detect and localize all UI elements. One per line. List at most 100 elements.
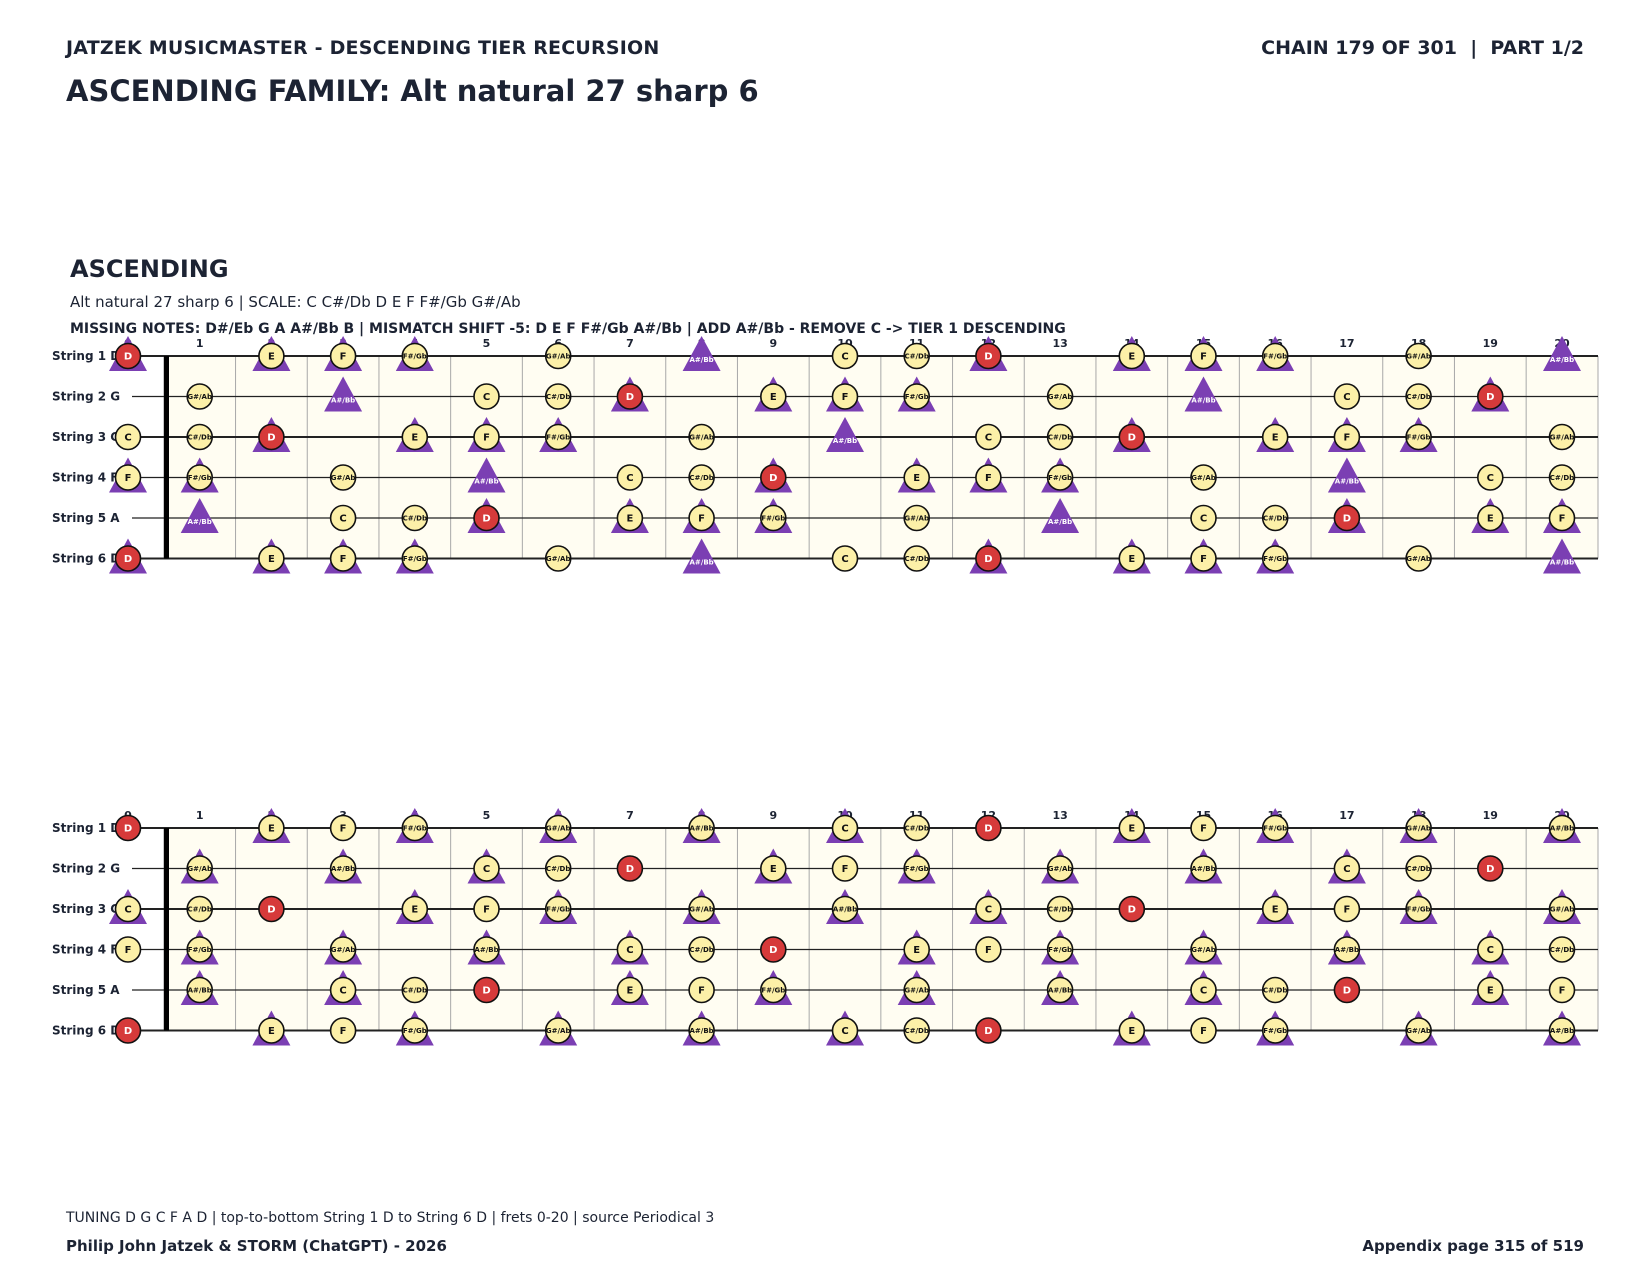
note-label: F [1200,824,1207,835]
note-marker: F [467,417,506,452]
scale-note-circle [329,504,357,532]
note-label: C [339,986,346,997]
note-label: G#/Ab [1048,865,1073,873]
note-marker: G#/Ab [1190,464,1217,491]
scale-note-circle [616,976,644,1004]
note-label: G#/Ab [546,555,571,563]
note-label: A#/Bb [1048,987,1072,995]
note-label: F#/Gb [1407,434,1431,442]
note-label: E [1128,824,1135,835]
note-marker: C [975,423,1002,451]
scale-note-circle [1477,936,1504,963]
scale-note-circle [329,936,357,963]
note-marker: F#/Gb [754,498,793,533]
string-label: String 6 D [52,552,120,566]
note-marker: E [252,538,291,574]
note-marker: F [1184,336,1223,371]
scale-note-circle [1548,464,1576,491]
note-label: C#/Db [905,353,929,361]
note-marker: C [969,889,1008,924]
note-marker: A#/Bb [682,538,721,574]
scale-note-circle [903,936,931,963]
note-marker: G#/Ab [1399,808,1438,843]
note-label: G#/Ab [1550,434,1575,442]
scale-note-circle [114,464,142,491]
note-label: C [626,945,633,956]
note-marker: D [759,936,787,963]
fretboard-diagram-2: String 1 D String 2 G String 3 C String 4 F… [52,808,1599,1046]
scale-note-circle [401,814,429,842]
scale-note-circle [401,423,429,451]
scale-note-circle [831,342,859,370]
interval-triangle [467,457,506,493]
scale-note-circle [616,936,644,963]
root-note-circle [1118,895,1146,923]
note-label: D [1128,433,1136,444]
scale-note-circle [544,855,572,882]
note-marker: A#/Bb [1327,929,1366,965]
note-label: G#/Ab [331,946,356,954]
note-marker: C#/Db [1261,504,1289,532]
note-label: C [124,433,131,444]
fret-number: 19 [1483,337,1498,350]
section-title: ASCENDING [70,255,229,283]
note-marker: F [682,498,721,533]
scale-note-circle [688,936,715,963]
note-label: G#/Ab [1191,474,1216,482]
scale-note-circle [258,545,285,572]
note-marker: F#/Gb [180,929,219,965]
note-marker: D [616,855,644,882]
header-right: CHAIN 179 OF 301 | PART 1/2 [1261,37,1584,59]
note-marker: G#/Ab [1548,423,1576,451]
note-label: G#/Ab [689,906,714,914]
note-marker: E [1112,336,1151,371]
note-label: D [626,392,634,403]
note-label: F [125,473,132,484]
fret-number: 1 [196,809,204,822]
note-label: F#/Gb [403,825,427,833]
note-marker: D [969,336,1008,371]
note-label: F#/Gb [546,434,570,442]
note-label: D [984,824,992,835]
scale-note-circle [1405,545,1432,572]
scale-note-circle [401,976,429,1004]
note-marker: E [754,376,793,412]
note-marker: F#/Gb [1399,889,1438,924]
note-label: E [913,945,920,956]
scale-note-circle [1333,855,1361,882]
note-marker: F#/Gb [1256,1010,1295,1046]
note-marker: E [395,417,434,452]
note-marker: D [467,498,506,533]
note-label: C [1200,986,1207,997]
note-label: F [340,824,347,835]
note-label: E [626,986,633,997]
note-label: A#/Bb [1048,518,1072,526]
root-note-circle [114,342,142,370]
note-marker: F [329,1017,357,1044]
scale-note-circle [473,895,500,923]
footer-page-number: Appendix page 315 of 519 [1362,1237,1584,1255]
note-label: F#/Gb [905,865,929,873]
note-label: A#/Bb [1550,356,1574,364]
note-marker: C#/Db [544,383,572,410]
scale-note-circle [186,423,213,451]
note-label: C [339,514,346,525]
note-marker: A#/Bb [826,417,864,452]
note-marker: C#/Db [1405,855,1432,882]
note-label: A#/Bb [1335,478,1359,486]
scale-note-circle [329,464,357,491]
scale-note-circle [1333,423,1361,451]
note-label: G#/Ab [1406,1027,1431,1035]
note-marker: E [754,848,793,884]
note-label: F [340,1026,347,1037]
scale-note-circle [1190,545,1217,572]
scale-note-circle [114,895,142,923]
scale-note-circle [258,814,285,842]
header-left: JATZEK MUSICMASTER - DESCENDING TIER REC… [66,37,660,59]
note-label: F#/Gb [1048,946,1072,954]
note-label: D [124,1026,132,1037]
note-label: E [411,433,418,444]
note-label: F [985,473,992,484]
footer-credit: Philip John Jatzek & STORM (ChatGPT) - 2… [66,1237,447,1255]
scale-note-circle [831,895,859,923]
